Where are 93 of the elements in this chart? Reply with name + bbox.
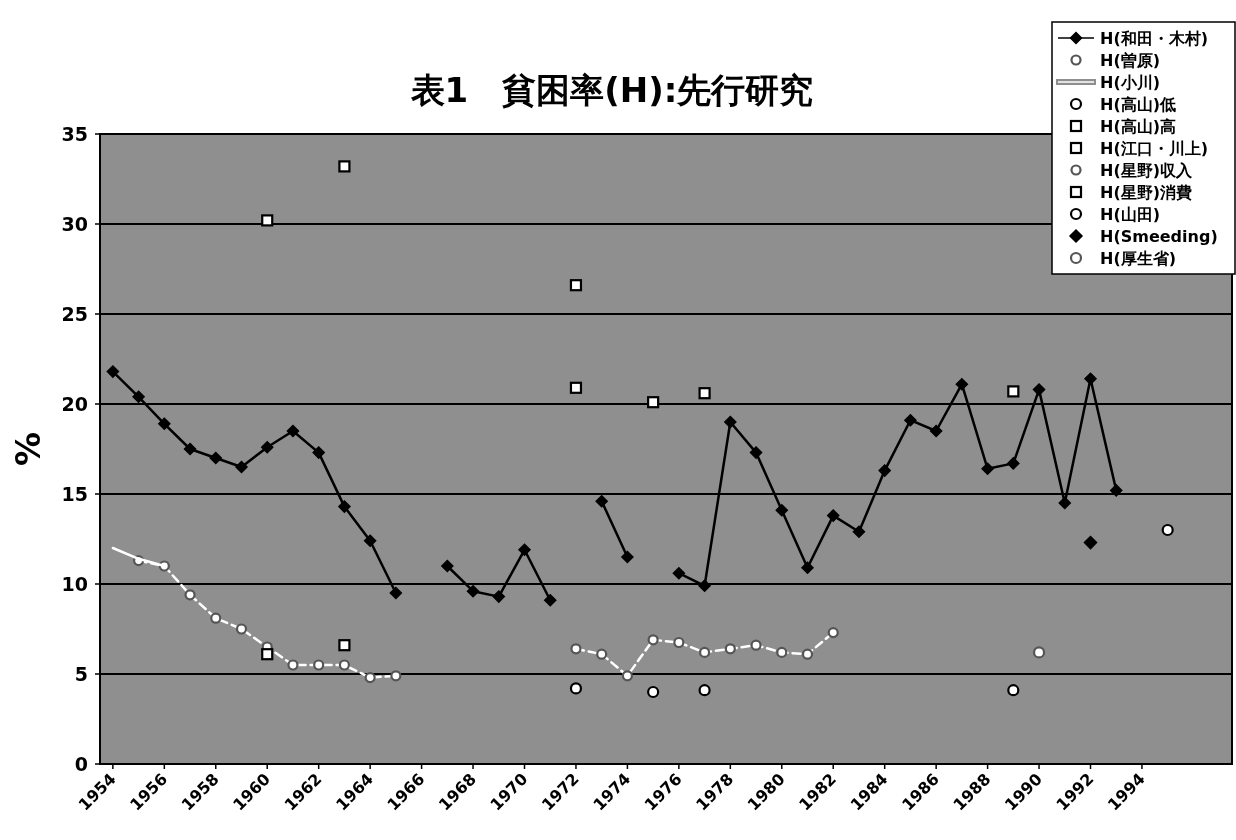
point — [338, 659, 351, 671]
point — [647, 634, 659, 646]
point — [338, 500, 351, 513]
point — [1109, 484, 1123, 497]
point — [750, 639, 762, 651]
point — [827, 627, 839, 639]
y-tick-label: 10 — [61, 573, 88, 595]
point — [312, 446, 325, 459]
point — [261, 214, 274, 227]
legend-label: H(星野)収入 — [1100, 161, 1194, 180]
y-tick-label: 35 — [61, 123, 88, 145]
point — [775, 503, 789, 517]
point — [724, 643, 736, 655]
point — [852, 525, 866, 539]
legend-label: H(山田) — [1100, 205, 1161, 224]
point — [363, 534, 377, 548]
point — [647, 685, 660, 699]
point — [826, 509, 840, 522]
point — [441, 559, 454, 573]
point — [595, 494, 608, 508]
point — [338, 160, 351, 173]
y-tick-label: 5 — [74, 663, 88, 685]
point — [801, 561, 814, 575]
point — [724, 415, 737, 429]
point — [1007, 457, 1020, 470]
y-tick-label: 0 — [74, 753, 88, 775]
point — [260, 440, 274, 454]
point — [1007, 385, 1020, 398]
point — [543, 593, 557, 607]
legend-label: H(星野)消費 — [1100, 183, 1193, 202]
point — [1161, 523, 1174, 537]
point — [287, 659, 299, 671]
point — [672, 566, 686, 580]
point — [569, 682, 583, 695]
point — [390, 670, 402, 682]
point — [184, 589, 196, 601]
point — [158, 417, 171, 431]
y-tick-label: 25 — [61, 303, 88, 325]
y-tick-label: 15 — [61, 483, 88, 505]
legend-label: H(厚生省) — [1100, 249, 1177, 268]
point — [698, 579, 711, 593]
point — [698, 684, 711, 697]
legend-label: H(小川) — [1100, 73, 1161, 92]
point — [106, 365, 120, 378]
point — [313, 659, 325, 671]
point — [776, 646, 788, 658]
point — [389, 586, 403, 600]
legend-label: H(高山)低 — [1100, 95, 1177, 114]
point — [518, 543, 531, 557]
point — [286, 424, 300, 438]
point — [621, 550, 634, 564]
point — [235, 623, 248, 635]
point — [364, 672, 376, 684]
point — [209, 451, 223, 465]
legend-label: H(和田・木村) — [1100, 29, 1209, 48]
point — [492, 590, 506, 603]
legend-label: H(江口・川上) — [1100, 139, 1209, 158]
point — [210, 612, 222, 624]
point — [904, 413, 917, 427]
point — [801, 648, 814, 660]
point — [569, 381, 583, 394]
legend-label: H(高山)高 — [1100, 117, 1177, 136]
point — [1083, 535, 1098, 550]
point — [183, 442, 197, 456]
y-tick-label: 30 — [61, 213, 88, 235]
point — [1058, 496, 1072, 510]
point — [981, 462, 994, 476]
point — [878, 464, 891, 477]
point — [1084, 372, 1097, 386]
point — [1007, 684, 1020, 697]
point — [673, 636, 685, 649]
legend-label: H(曽原) — [1100, 51, 1161, 70]
point — [261, 648, 274, 661]
point — [1032, 646, 1046, 659]
point — [749, 446, 763, 459]
legend-label: H(Smeeding) — [1100, 227, 1218, 246]
point — [596, 648, 608, 660]
point — [621, 670, 634, 682]
point — [132, 390, 145, 404]
point — [235, 460, 248, 474]
point — [570, 643, 582, 655]
chart-title: 表1 貧困率(H):先行研究 — [409, 70, 814, 110]
point — [569, 279, 583, 292]
point — [955, 377, 969, 391]
y-tick-label: 20 — [61, 393, 88, 415]
point — [466, 584, 480, 598]
point — [698, 646, 711, 658]
point — [1032, 383, 1046, 396]
y-axis-title: % — [8, 431, 48, 467]
point — [929, 424, 943, 438]
point — [338, 639, 351, 652]
point — [647, 396, 660, 409]
point — [698, 387, 711, 400]
